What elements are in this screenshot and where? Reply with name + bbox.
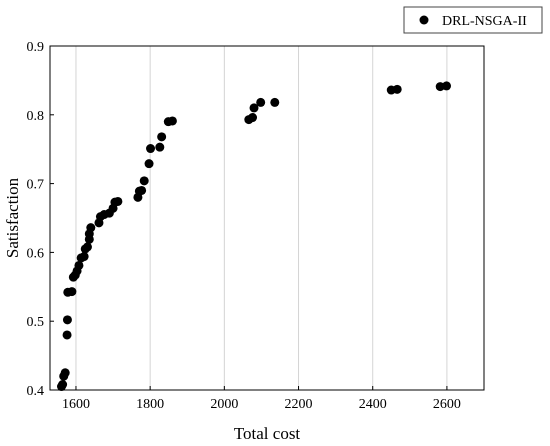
x-axis-label: Total cost (234, 424, 301, 443)
y-tick-label: 0.5 (27, 315, 45, 330)
x-ticks: 1600 1800 2000 2200 2400 2600 (62, 386, 461, 412)
data-point (157, 132, 167, 142)
data-point (62, 330, 72, 340)
legend-marker (419, 15, 429, 25)
data-point (86, 223, 96, 233)
data-point (146, 144, 156, 154)
data-point (139, 176, 149, 186)
x-tick-label: 1800 (136, 397, 164, 412)
data-point (58, 379, 68, 389)
y-ticks: 0.4 0.5 0.6 0.7 0.8 0.9 (27, 40, 54, 399)
data-point (60, 368, 70, 378)
data-point (249, 103, 259, 113)
x-tick-label: 2200 (285, 397, 313, 412)
grid-lines (75, 46, 448, 390)
legend-label-drl-nsga-ii: DRL-NSGA-II (442, 14, 527, 29)
data-point (167, 116, 177, 126)
data-point (113, 196, 123, 206)
data-point (270, 97, 280, 107)
x-tick-label: 1600 (62, 397, 90, 412)
plot-frame (49, 45, 485, 391)
data-point (79, 252, 89, 262)
legend: DRL-NSGA-II (403, 6, 543, 34)
y-tick-label: 0.9 (27, 40, 45, 55)
data-point (62, 315, 72, 325)
data-point (442, 81, 452, 91)
y-tick-label: 0.7 (27, 178, 45, 193)
data-point (74, 260, 84, 270)
data-point (256, 97, 266, 107)
data-point (392, 84, 402, 94)
y-axis-label: Satisfaction (3, 177, 22, 258)
y-tick-label: 0.8 (27, 109, 45, 124)
data-point (144, 159, 154, 169)
x-tick-label: 2000 (210, 397, 238, 412)
data-point (82, 242, 92, 252)
y-tick-label: 0.4 (27, 384, 45, 399)
data-points (56, 81, 452, 392)
data-point (67, 287, 77, 297)
y-tick-label: 0.6 (27, 246, 45, 261)
data-point (137, 185, 147, 195)
x-tick-label: 2400 (359, 397, 387, 412)
data-point (248, 113, 258, 123)
data-point (155, 142, 165, 152)
x-tick-label: 2600 (433, 397, 461, 412)
